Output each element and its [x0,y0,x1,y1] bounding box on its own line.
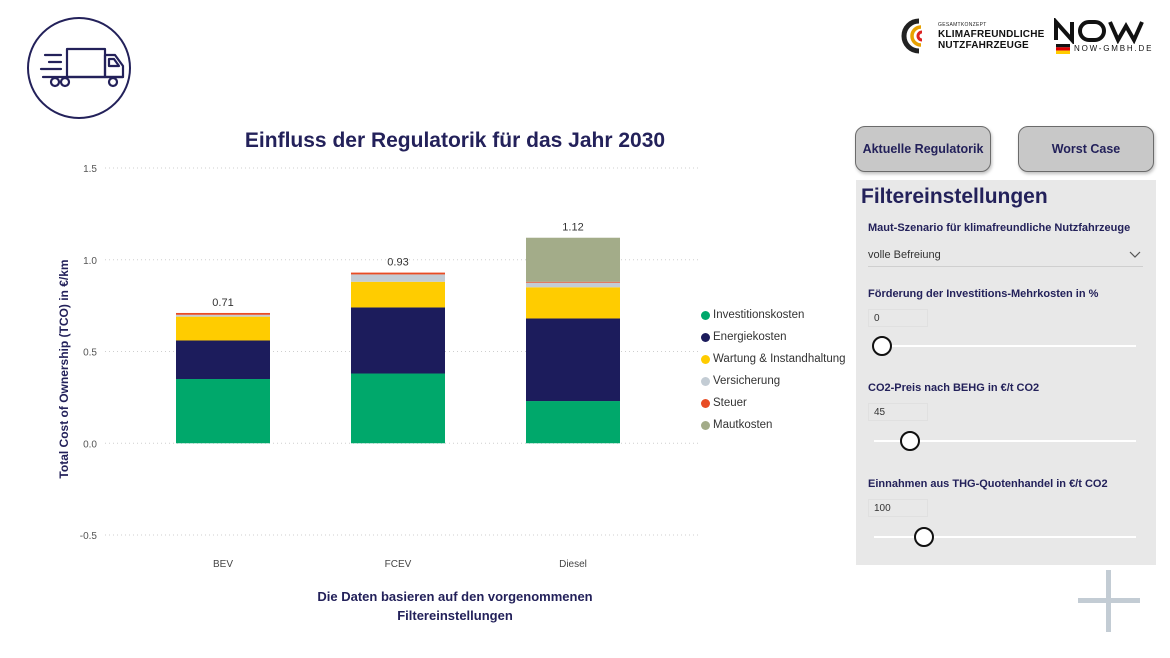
bar-segment-diesel-5 [526,237,620,282]
data-footnote: Die Daten basieren auf den vorgenommenen… [260,587,650,625]
kn-line-2: NUTZFAHRZEUGE [938,40,1029,51]
y-axis-label: Total Cost of Ownership (TCO) in €/km [57,259,71,479]
chart-legend: Investitionskosten Energiekosten Wartung… [701,304,846,436]
y-tick-label: -0.5 [80,531,98,542]
chevron-down-icon [1129,251,1141,258]
bar-segment-diesel-4 [526,281,620,283]
worst-case-button[interactable]: Worst Case [1018,126,1154,172]
maut-scenario-label: Maut-Szenario für klimafreundliche Nutzf… [868,222,1131,234]
bar-segment-fcev-0 [351,373,445,444]
legend-item-investitionskosten[interactable]: Investitionskosten [701,304,846,326]
tco-stacked-bar-chart: 1.5 1.0 0.5 0.0 -0.5 0.71 BEV 0.93 FCEV 1.12 Diese… [80,164,700,570]
maut-scenario-value: volle Befreiung [868,249,941,261]
legend-label: Energiekosten [713,331,787,343]
foerderung-label: Förderung der Investitions-Mehrkosten in… [868,288,1099,300]
bar-segment-bev-2 [176,316,270,341]
foerderung-slider-handle[interactable] [872,336,892,356]
bar-segment-diesel-2 [526,287,620,319]
now-logo: NOW-GMBH.DE [1054,16,1166,58]
y-tick-label: 0.0 [83,439,97,450]
bar-total-label: 0.71 [212,297,233,309]
kn-logo: GESAMTKONZEPT KLIMAFREUNDLICHE NUTZFAHRZ… [900,16,1044,56]
co2-price-slider-track[interactable] [874,440,1136,442]
x-tick-label: Diesel [559,559,587,570]
now-flag-icon [1056,44,1070,54]
thg-quota-label: Einnahmen aus THG-Quotenhandel in €/t CO… [868,478,1108,490]
legend-item-energiekosten[interactable]: Energiekosten [701,326,846,348]
legend-label: Wartung & Instandhaltung [713,353,846,365]
current-regulation-button[interactable]: Aktuelle Regulatorik [855,126,991,172]
kn-ring-icon [901,18,923,54]
legend-item-steuer[interactable]: Steuer [701,392,846,414]
thg-quota-value-input[interactable]: 100 [868,499,928,517]
y-tick-label: 0.5 [83,348,97,359]
legend-item-mautkosten[interactable]: Mautkosten [701,414,846,436]
footnote-line-2: Filtereinstellungen [397,608,513,623]
bar-segment-bev-3 [176,314,270,317]
co2-price-label: CO2-Preis nach BEHG in €/t CO2 [868,382,1040,394]
legend-dot [701,332,710,342]
now-wordmark [1054,16,1144,46]
filter-panel-title: Filtereinstellungen [861,185,1048,208]
thg-quota-slider-track[interactable] [874,536,1136,538]
truck-icon [39,47,125,88]
kn-small-text: GESAMTKONZEPT [938,22,987,28]
foerderung-slider-track[interactable] [874,345,1136,347]
chart-title: Einfluss der Regulatorik für das Jahr 20… [244,129,666,152]
bar-segment-fcev-1 [351,307,445,374]
legend-dot [701,310,710,320]
legend-dot [701,376,710,386]
footnote-line-1: Die Daten basieren auf den vorgenommenen [317,589,593,604]
bar-segment-bev-1 [176,340,270,380]
legend-dot [701,398,710,408]
legend-label: Versicherung [713,375,781,387]
y-tick-label: 1.0 [83,256,97,267]
filter-panel: Filtereinstellungen Maut-Szenario für kl… [856,180,1156,565]
legend-item-wartung[interactable]: Wartung & Instandhaltung [701,348,846,370]
legend-item-versicherung[interactable]: Versicherung [701,370,846,392]
legend-dot [701,354,710,364]
bar-segment-fcev-3 [351,274,445,282]
bar-segment-diesel-0 [526,401,620,444]
maut-scenario-dropdown[interactable]: volle Befreiung [868,244,1143,267]
bar-segment-bev-4 [176,312,270,315]
co2-price-value-input[interactable]: 45 [868,403,928,421]
x-tick-label: BEV [213,559,233,570]
bar-total-label: 0.93 [387,257,408,269]
legend-label: Mautkosten [713,419,773,431]
truck-logo [27,17,131,119]
bar-total-label: 1.12 [562,222,583,234]
bar-segment-diesel-1 [526,318,620,402]
foerderung-value-input[interactable]: 0 [868,309,928,327]
legend-label: Steuer [713,397,747,409]
thg-quota-slider-handle[interactable] [914,527,934,547]
x-tick-label: FCEV [385,559,412,570]
y-tick-label: 1.5 [83,164,97,175]
bar-segment-fcev-2 [351,281,445,308]
co2-price-slider-handle[interactable] [900,431,920,451]
bar-segment-fcev-4 [351,272,445,275]
legend-dot [701,420,710,430]
now-url: NOW-GMBH.DE [1074,44,1154,53]
legend-label: Investitionskosten [713,309,805,321]
kn-line-1: KLIMAFREUNDLICHE [938,29,1045,40]
plus-icon[interactable] [1078,570,1140,632]
bar-segment-bev-0 [176,379,270,444]
bar-segment-diesel-3 [526,282,620,288]
